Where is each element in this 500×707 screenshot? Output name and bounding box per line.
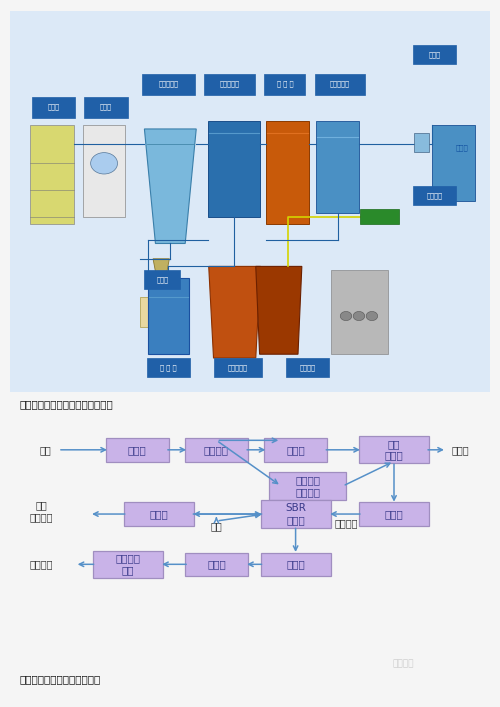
Bar — [286, 358, 329, 377]
FancyBboxPatch shape — [269, 472, 346, 500]
Text: 曝气
沉砂池: 曝气 沉砂池 — [384, 439, 404, 461]
FancyBboxPatch shape — [185, 438, 248, 462]
Text: SBR
反应池: SBR 反应池 — [285, 503, 306, 525]
Text: 总泵房: 总泵房 — [100, 104, 112, 110]
Text: 粗格栅: 粗格栅 — [128, 445, 146, 455]
Text: 均质池: 均质池 — [207, 559, 226, 569]
Text: 污泥补运: 污泥补运 — [30, 559, 53, 569]
Text: 排沙外: 排沙外 — [452, 445, 469, 455]
Bar — [32, 96, 75, 117]
Text: 出水
至四排沟: 出水 至四排沟 — [30, 501, 53, 522]
Text: 污泥消化池: 污泥消化池 — [228, 364, 248, 371]
Text: 格栅间: 格栅间 — [47, 104, 59, 110]
Bar — [360, 209, 399, 224]
Bar — [316, 122, 360, 213]
Bar — [330, 270, 388, 354]
Text: 沼气发电: 沼气发电 — [427, 192, 443, 199]
Text: 曝气沉砂池: 曝气沉砂池 — [158, 81, 178, 88]
Text: 加氯: 加氯 — [210, 521, 222, 531]
Bar — [144, 270, 180, 289]
Text: 曝 气 池: 曝 气 池 — [276, 81, 293, 88]
Bar — [432, 125, 474, 201]
Text: 细格栅: 细格栅 — [286, 445, 305, 455]
Bar — [142, 74, 195, 95]
Text: 二次沉淀池: 二次沉淀池 — [330, 81, 350, 88]
Bar — [204, 74, 255, 95]
Bar — [84, 96, 128, 117]
Bar — [140, 297, 171, 327]
Polygon shape — [153, 259, 170, 289]
Polygon shape — [208, 267, 260, 358]
Bar — [83, 125, 125, 217]
Bar — [315, 74, 365, 95]
FancyBboxPatch shape — [106, 438, 168, 462]
FancyBboxPatch shape — [260, 553, 330, 576]
Text: 化工高校: 化工高校 — [393, 659, 414, 668]
Bar — [414, 133, 428, 152]
Text: 十三、污水解决厂典型工艺流程图: 十三、污水解决厂典型工艺流程图 — [20, 399, 114, 409]
Text: 初次沉淀池: 初次沉淀池 — [220, 81, 240, 88]
Bar — [214, 358, 262, 377]
Text: 进水: 进水 — [39, 445, 51, 455]
FancyBboxPatch shape — [264, 438, 327, 462]
Text: 脱水机房: 脱水机房 — [300, 364, 316, 371]
Bar — [266, 122, 308, 224]
Bar — [413, 186, 457, 205]
Text: 浓缩池: 浓缩池 — [286, 559, 305, 569]
Text: 提升泵房: 提升泵房 — [204, 445, 229, 455]
Bar — [148, 278, 188, 354]
Text: 回流污泥: 回流污泥 — [334, 518, 358, 528]
Bar — [30, 125, 74, 224]
Polygon shape — [256, 267, 302, 354]
Text: 配水井: 配水井 — [384, 509, 404, 519]
FancyBboxPatch shape — [260, 501, 330, 527]
FancyBboxPatch shape — [359, 502, 429, 526]
Circle shape — [90, 153, 118, 174]
Text: 浓 缩 池: 浓 缩 池 — [160, 364, 176, 371]
Text: 接触池: 接触池 — [150, 509, 168, 519]
Text: 回用水: 回用水 — [429, 51, 441, 58]
Text: 通惠河: 通惠河 — [456, 145, 468, 151]
Circle shape — [340, 312, 352, 320]
FancyBboxPatch shape — [92, 551, 162, 578]
FancyBboxPatch shape — [185, 553, 248, 576]
FancyBboxPatch shape — [124, 502, 194, 526]
Bar — [264, 74, 305, 95]
FancyBboxPatch shape — [359, 436, 429, 464]
Circle shape — [353, 312, 364, 320]
Bar — [208, 122, 260, 217]
Bar — [413, 45, 457, 64]
Circle shape — [366, 312, 378, 320]
Text: 污泥脱水
机房: 污泥脱水 机房 — [115, 554, 140, 575]
Text: 鼓风机房
提升泵房: 鼓风机房 提升泵房 — [295, 475, 320, 497]
Text: 洗砂间: 洗砂间 — [156, 276, 168, 283]
Text: 十四、造纸污水解决工艺流程: 十四、造纸污水解决工艺流程 — [20, 674, 101, 684]
Bar — [147, 358, 190, 377]
Polygon shape — [144, 129, 196, 243]
